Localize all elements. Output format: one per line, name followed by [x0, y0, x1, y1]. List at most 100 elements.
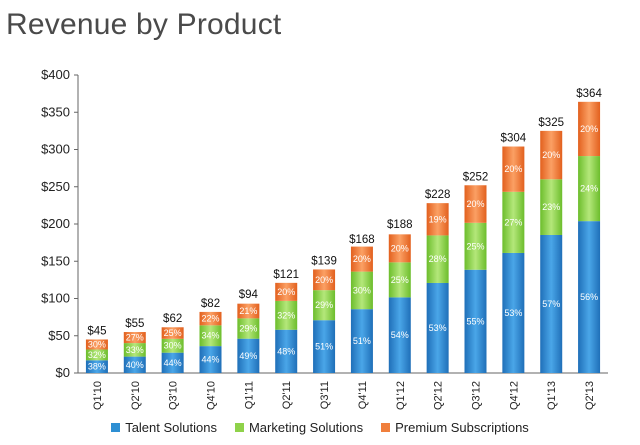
segment-percent-label: 25%	[164, 328, 182, 338]
bar-segment	[123, 343, 146, 357]
segment-percent-label: 27%	[126, 333, 144, 343]
bar-segment	[350, 246, 373, 272]
segment-percent-label: 20%	[504, 164, 522, 174]
segment-percent-label: 48%	[277, 346, 295, 356]
segment-percent-label: 33%	[126, 345, 144, 355]
segment-percent-label: 20%	[580, 124, 598, 134]
segment-percent-label: 53%	[504, 308, 522, 318]
bar-segment	[85, 360, 108, 373]
bar-total-label: $82	[201, 298, 220, 310]
segment-percent-label: 40%	[126, 360, 144, 370]
segment-percent-label: 30%	[164, 341, 182, 351]
bar-segment	[237, 338, 260, 373]
segment-percent-label: 20%	[315, 275, 333, 285]
bar-total-label: $188	[387, 219, 413, 231]
bar-total-label: $325	[538, 117, 564, 129]
chart-title: Revenue by Product	[6, 8, 282, 41]
segment-percent-label: 30%	[353, 285, 371, 295]
bar-segment	[199, 346, 222, 373]
y-tick-label: $250	[41, 179, 70, 194]
legend-item: Premium Subscriptions	[381, 420, 529, 435]
bar-segment	[275, 282, 298, 301]
segment-percent-label: 23%	[542, 202, 560, 212]
bar-segment	[161, 338, 184, 353]
x-tick-label: Q4'12	[508, 381, 520, 410]
x-tick-label: Q1'10	[92, 381, 104, 410]
bar-segment	[123, 332, 146, 344]
segment-percent-label: 57%	[542, 299, 560, 309]
legend-label: Marketing Solutions	[248, 420, 364, 435]
legend-label: Talent Solutions	[125, 420, 217, 435]
bar-segment	[350, 309, 373, 373]
legend-label: Premium Subscriptions	[395, 420, 529, 435]
x-tick-label: Q4'11	[357, 381, 369, 409]
y-tick-label: $300	[41, 142, 70, 157]
legend-swatch	[111, 423, 121, 432]
bar-segment	[313, 269, 336, 291]
segment-percent-label: 20%	[542, 150, 560, 160]
bar-total-label: $252	[463, 171, 489, 183]
x-tick-label: Q2'12	[433, 381, 445, 410]
bar-segment	[464, 185, 487, 223]
legend-item: Talent Solutions	[111, 420, 217, 435]
legend: Talent Solutions Marketing Solutions Premi…	[0, 420, 640, 435]
x-tick-label: Q2'11	[281, 381, 293, 409]
bar-total-label: $94	[239, 289, 259, 301]
segment-percent-label: 20%	[466, 199, 484, 209]
bar-segment	[502, 252, 525, 373]
bar-segment	[313, 290, 336, 321]
bar-segment	[313, 320, 336, 373]
bar-total-label: $228	[425, 189, 451, 201]
y-tick-label: $400	[41, 67, 70, 82]
segment-percent-label: 34%	[201, 331, 219, 341]
bar-segment	[161, 327, 184, 339]
segment-percent-label: 24%	[580, 184, 598, 194]
bar-segment	[275, 300, 298, 330]
bar-segment	[578, 101, 601, 157]
segment-percent-label: 44%	[201, 355, 219, 365]
bar-segment	[502, 191, 525, 253]
segment-percent-label: 29%	[239, 324, 257, 334]
segment-percent-label: 20%	[391, 243, 409, 253]
segment-percent-label: 53%	[429, 323, 447, 333]
bar-total-label: $45	[87, 325, 106, 337]
x-tick-label: Q2'10	[130, 381, 142, 410]
segment-percent-label: 56%	[580, 292, 598, 302]
segment-percent-label: 25%	[391, 275, 409, 285]
bar-total-label: $168	[349, 234, 375, 246]
bar-total-label: $62	[163, 313, 182, 325]
y-tick-label: $0	[56, 365, 70, 380]
bar-segment	[199, 325, 222, 347]
x-tick-label: Q3'11	[319, 381, 331, 409]
segment-percent-label: 32%	[88, 350, 106, 360]
bar-segment	[426, 203, 449, 236]
segment-percent-label: 25%	[466, 241, 484, 251]
bar-segment	[237, 318, 260, 339]
segment-percent-label: 19%	[429, 214, 447, 224]
y-tick-label: $50	[48, 328, 70, 343]
y-tick-label: $100	[41, 291, 70, 306]
bar-segment	[540, 179, 563, 235]
segment-percent-label: 51%	[353, 336, 371, 346]
y-tick-label: $150	[41, 253, 70, 268]
bar-segment	[85, 339, 108, 350]
segment-percent-label: 20%	[277, 287, 295, 297]
bar-segment	[578, 221, 601, 373]
bar-segment	[540, 234, 563, 373]
bar-segment	[426, 235, 449, 283]
segment-percent-label: 30%	[88, 340, 106, 350]
bar-segment	[350, 271, 373, 310]
segment-percent-label: 21%	[239, 306, 257, 316]
bar-segment	[161, 352, 184, 373]
segment-percent-label: 55%	[466, 316, 484, 326]
x-tick-label: Q1'11	[243, 381, 255, 409]
segment-percent-label: 44%	[164, 358, 182, 368]
bar-segment	[237, 303, 260, 319]
bar-segment	[199, 311, 222, 326]
segment-percent-label: 51%	[315, 342, 333, 352]
x-tick-label: Q1'12	[395, 381, 407, 410]
x-tick-label: Q2'13	[584, 381, 596, 410]
bar-total-label: $55	[125, 318, 144, 330]
bar-segment	[123, 356, 146, 373]
